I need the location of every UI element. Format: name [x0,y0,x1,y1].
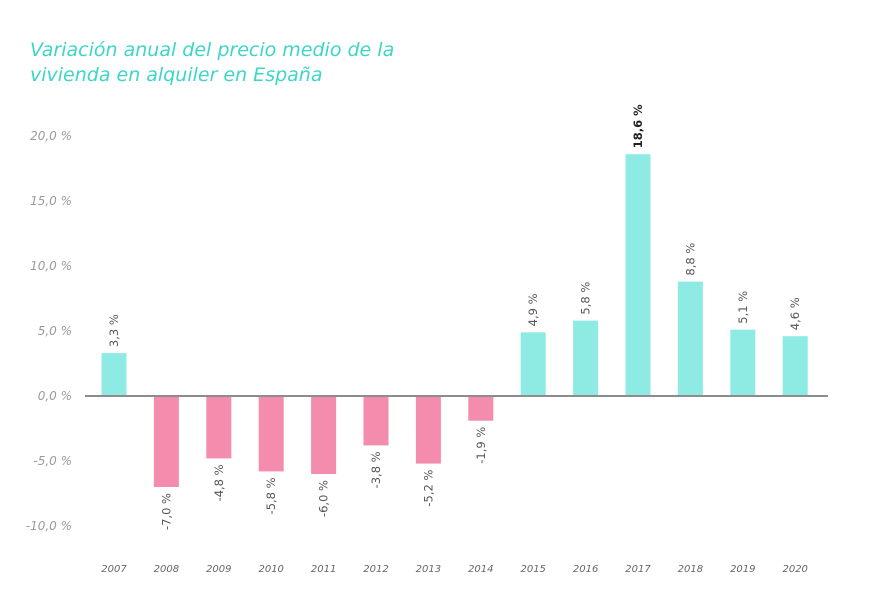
x-tick-label: 2015 [520,564,545,575]
y-tick-label: 10,0 % [30,259,72,273]
x-tick-label: 2007 [101,564,127,575]
y-tick-label: -10,0 % [26,519,72,533]
x-tick-label: 2020 [782,564,807,575]
bar-2011 [311,396,337,474]
y-tick-label: 5,0 % [38,324,72,338]
x-tick-label: 2012 [363,564,388,575]
chart-title-line-1: Variación anual del precio medio de la [30,39,395,61]
bar-2018 [677,281,703,396]
x-tick-label: 2013 [416,564,441,575]
data-label-2008: -7,0 % [159,493,173,530]
x-tick-label: 2016 [573,564,598,575]
data-label-2009: -4,8 % [212,464,226,501]
bar-2007 [101,353,127,396]
x-tick-label: 2011 [311,564,336,575]
y-tick-label: -5,0 % [33,454,72,468]
bar-2013 [415,396,441,464]
x-tick-label: 2019 [730,564,755,575]
data-label-2019: 5,1 % [736,291,750,324]
x-tick-label: 2014 [468,564,493,575]
y-tick-label: 20,0 % [30,129,72,143]
x-tick-label: 2009 [206,564,231,575]
data-label-2015: 4,9 % [526,293,540,326]
bar-2010 [258,396,284,472]
bar-2012 [363,396,389,446]
chart-title-line-2: vivienda en alquiler en España [30,64,323,86]
data-label-2014: -1,9 % [474,427,488,464]
bar-2008 [153,396,179,487]
data-label-2017: 18,6 % [631,104,645,148]
x-tick-label: 2018 [678,564,703,575]
bar-2017 [625,154,651,396]
x-tick-label: 2008 [154,564,179,575]
data-label-2011: -6,0 % [317,480,331,517]
data-label-2020: 4,6 % [788,297,802,330]
bar-2019 [730,329,756,396]
bar-2020 [782,336,808,396]
y-tick-label: 0,0 % [38,389,72,403]
bar-2016 [573,320,599,396]
data-label-2018: 8,8 % [683,243,697,276]
bar-2009 [206,396,232,459]
chart-title: Variación anual del precio medio de la v… [30,38,394,88]
x-tick-label: 2017 [625,564,651,575]
data-label-2013: -5,2 % [421,470,435,507]
data-label-2010: -5,8 % [264,477,278,514]
data-label-2016: 5,8 % [579,282,593,315]
bar-2014 [468,396,494,421]
data-label-2012: -3,8 % [369,451,383,488]
x-tick-label: 2010 [258,564,283,575]
y-tick-label: 15,0 % [30,194,72,208]
bar-2015 [520,332,546,396]
data-label-2007: 3,3 % [107,314,121,347]
